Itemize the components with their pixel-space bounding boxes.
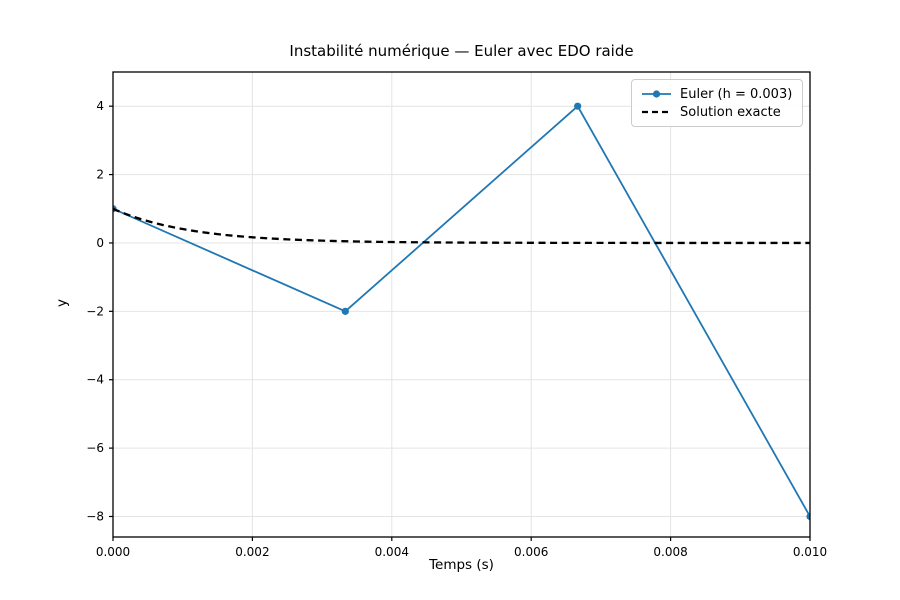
euler-marker bbox=[806, 512, 810, 521]
ticks: 0.000 0.002 0.004 0.006 0.008 0.010 4 2 0 −2 −4 −6 −… bbox=[86, 99, 827, 559]
legend-entry-euler: Euler (h = 0.003) bbox=[641, 87, 794, 102]
legend-label-euler: Euler (h = 0.003) bbox=[680, 86, 793, 102]
euler-marker bbox=[574, 102, 582, 110]
legend-label-exact: Solution exacte bbox=[680, 104, 781, 120]
euler-marker bbox=[341, 307, 349, 315]
y-tick-label: −6 bbox=[86, 441, 104, 455]
y-tick-label: −8 bbox=[86, 509, 104, 523]
y-axis-label: y bbox=[54, 299, 70, 307]
x-axis-label: Temps (s) bbox=[429, 557, 494, 573]
x-tick-label: 0.000 bbox=[96, 545, 130, 559]
gridlines bbox=[112, 72, 811, 537]
y-tick-label: 4 bbox=[96, 99, 104, 113]
euler-line bbox=[113, 104, 810, 517]
legend-entry-exact: Solution exacte bbox=[641, 105, 794, 120]
y-tick-label: −4 bbox=[86, 373, 104, 387]
euler-line-swatch-icon bbox=[642, 90, 671, 98]
exact-line bbox=[113, 207, 810, 245]
y-tick-label: −2 bbox=[86, 304, 104, 318]
y-tick-label: 2 bbox=[96, 168, 104, 182]
x-tick-label: 0.010 bbox=[793, 545, 827, 559]
x-tick-label: 0.008 bbox=[653, 545, 687, 559]
exact-line-swatch-icon bbox=[642, 110, 671, 114]
x-tick-label: 0.004 bbox=[375, 545, 409, 559]
euler-series bbox=[113, 102, 810, 521]
plot-border bbox=[112, 71, 811, 538]
x-tick-label: 0.006 bbox=[514, 545, 548, 559]
chart-title: Instabilité numérique — Euler avec EDO r… bbox=[289, 42, 634, 60]
x-tick-label: 0.002 bbox=[235, 545, 269, 559]
legend: Euler (h = 0.003) Solution exacte bbox=[631, 79, 803, 127]
y-tick-label: 0 bbox=[96, 236, 104, 250]
